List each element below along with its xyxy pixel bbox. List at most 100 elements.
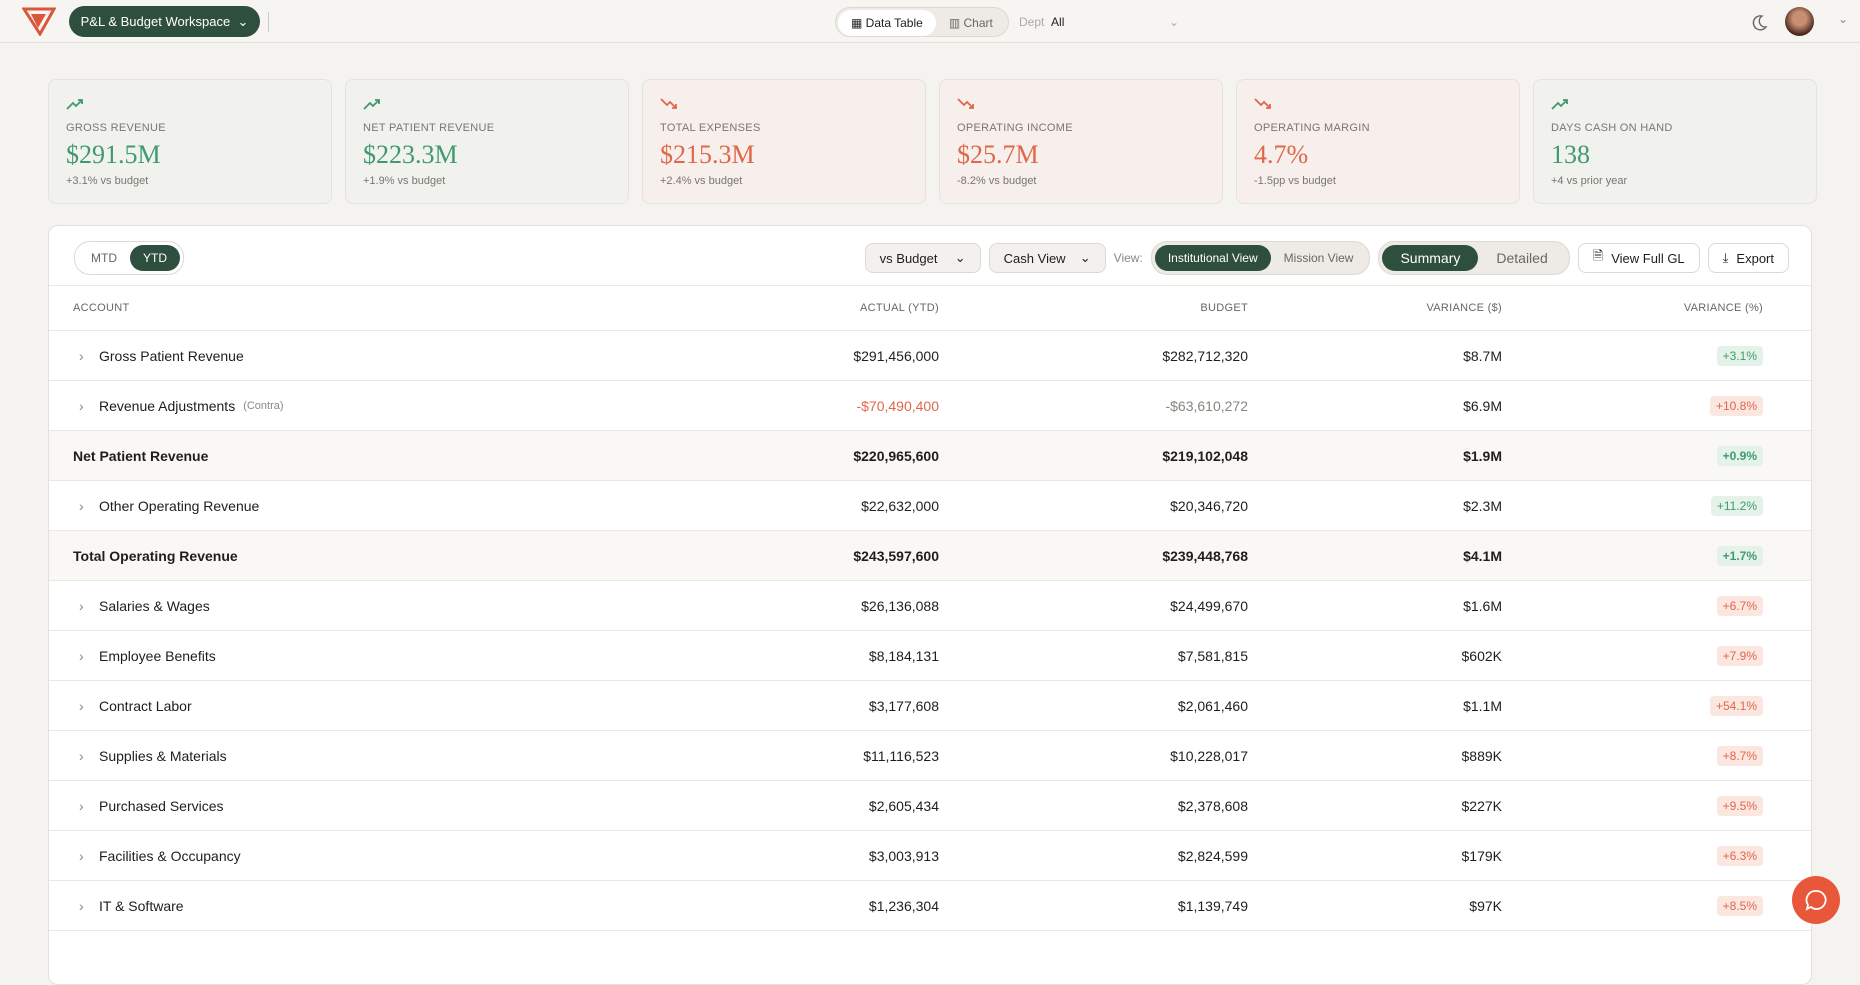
variance: $1.1M [1463, 697, 1502, 714]
variance-pct-cell: +10.8% [1709, 381, 1763, 430]
column-header: VARIANCE (%) [1683, 302, 1763, 314]
trend-icon [363, 99, 380, 110]
expand-chevron[interactable]: › [79, 597, 84, 614]
kpi-card[interactable]: OPERATING MARGIN 4.7% -1.5pp vs budget [1236, 79, 1520, 204]
variance-pct-cell: +6.7% [1716, 581, 1763, 630]
dept-value: All [1051, 15, 1065, 29]
period[interactable]: YTD [130, 245, 180, 271]
budget: $2,824,599 [1177, 847, 1248, 864]
expand-chevron[interactable]: › [79, 797, 84, 814]
button-label: Export [1736, 250, 1774, 266]
expand-chevron[interactable]: › [79, 897, 84, 914]
account-name: Total Operating Revenue [73, 547, 238, 564]
variance-pct-badge: +0.9% [1716, 445, 1763, 466]
table-row[interactable]: › Purchased Services $2,605,434 $2,378,608 $… [49, 781, 1811, 831]
expand-chevron[interactable]: › [79, 347, 84, 364]
kpi-card[interactable]: OPERATING INCOME $25.7M -8.2% vs budget [939, 79, 1223, 204]
variance: $179K [1461, 847, 1502, 864]
kpi-card[interactable]: TOTAL EXPENSES $215.3M +2.4% vs budget [642, 79, 926, 204]
comparison-select[interactable]: vs Budget ⌄ [864, 243, 981, 273]
kpi-label: OPERATING INCOME [957, 122, 1073, 134]
gl-button[interactable]: 🗎 View Full GL [1577, 243, 1700, 273]
variance: $602K [1461, 647, 1502, 664]
basis-select[interactable]: Cash View ⌄ [988, 243, 1106, 273]
budget: $20,346,720 [1170, 497, 1248, 514]
column-header: VARIANCE ($) [1426, 302, 1502, 314]
avatar[interactable] [1785, 7, 1814, 36]
variance: $6.9M [1463, 397, 1502, 414]
kpi-card[interactable]: NET PATIENT REVENUE $223.3M +1.9% vs budge… [345, 79, 629, 204]
actual: $26,136,088 [861, 597, 939, 614]
variance: $97K [1469, 897, 1502, 914]
variance: $227K [1461, 797, 1502, 814]
expand-chevron[interactable]: › [79, 647, 84, 664]
tab-label: Chart [963, 16, 993, 30]
theme-toggle[interactable] [1750, 13, 1768, 31]
expand-chevron[interactable]: › [79, 847, 84, 864]
table-row[interactable]: › Salaries & Wages $26,136,088 $24,499,670 $… [49, 581, 1811, 631]
tab[interactable]: ▦ Data Table [838, 10, 936, 36]
dept-filter[interactable]: Dept All ⌄ [1019, 15, 1179, 29]
detail-option[interactable]: Detailed [1496, 250, 1548, 266]
period-toggle: MTD YTD [74, 241, 184, 275]
actual: $243,597,600 [853, 547, 939, 564]
variance-pct-badge: +7.9% [1716, 645, 1763, 666]
trend-icon [1551, 99, 1568, 110]
account-name: Revenue Adjustments [99, 397, 236, 414]
account-name: Purchased Services [99, 797, 224, 814]
export-button[interactable]: ⤓ Export [1707, 243, 1789, 273]
table-row[interactable]: › Employee Benefits $8,184,131 $7,581,815 $6… [49, 631, 1811, 681]
account-name: Facilities & Occupancy [99, 847, 241, 864]
table-row[interactable]: › Supplies & Materials $11,116,523 $10,228,… [49, 731, 1811, 781]
expand-chevron[interactable]: › [79, 497, 84, 514]
table-row[interactable]: › Other Operating Revenue $22,632,000 $20,3… [49, 481, 1811, 531]
top-bar: P&L & Budget Workspace ⌄ ▦ Data Table ▥ … [0, 0, 1860, 43]
kpi-card[interactable]: DAYS CASH ON HAND 138 +4 vs prior year [1533, 79, 1817, 204]
tab[interactable]: ▥ Chart [948, 16, 993, 30]
workspace-name: P&L & Budget Workspace [80, 14, 231, 29]
account-name: IT & Software [99, 897, 184, 914]
account-name: Employee Benefits [99, 647, 216, 664]
table-header: ACCOUNT ACTUAL (YTD) BUDGET VARIANCE ($) VAR… [49, 286, 1811, 331]
kpi-card[interactable]: GROSS REVENUE $291.5M +3.1% vs budget [48, 79, 332, 204]
variance-pct-badge: +6.7% [1716, 595, 1763, 616]
account-cell: Purchased Services [99, 781, 224, 830]
expand-chevron[interactable]: › [79, 747, 84, 764]
actual: $2,605,434 [868, 797, 939, 814]
expand-chevron[interactable]: › [79, 397, 84, 414]
account-cell: Contract Labor [99, 681, 192, 730]
table-row[interactable]: › Contract Labor $3,177,608 $2,061,460 $1.1M… [49, 681, 1811, 731]
account-name: Supplies & Materials [99, 747, 227, 764]
workspace-menu[interactable]: P&L & Budget Workspace ⌄ [69, 6, 260, 37]
detail-option[interactable]: Summary [1382, 245, 1479, 271]
account-name: Salaries & Wages [99, 597, 210, 614]
account-name: Net Patient Revenue [73, 447, 209, 464]
detail-toggle: Summary Detailed [1378, 241, 1570, 275]
account-name: Other Operating Revenue [99, 497, 260, 514]
button-label: View Full GL [1611, 250, 1685, 266]
table-row[interactable]: › Facilities & Occupancy $3,003,913 $2,824,… [49, 831, 1811, 881]
account-cell: Gross Patient Revenue [99, 331, 244, 380]
account-name: Contract Labor [99, 697, 192, 714]
table-row[interactable]: › Revenue Adjustments (Contra) -$70,490,400… [49, 381, 1811, 431]
kpi-value: 4.7% [1254, 140, 1309, 169]
variance-pct-cell: +0.9% [1716, 431, 1763, 480]
table-row[interactable]: › Gross Patient Revenue $291,456,000 $282,7… [49, 331, 1811, 381]
kpi-value: $223.3M [363, 140, 458, 169]
trend-icon [660, 98, 677, 109]
table-row: Net Patient Revenue $220,965,600 $219,102,… [49, 431, 1811, 481]
logo[interactable] [22, 6, 56, 36]
table-row[interactable]: › IT & Software $1,236,304 $1,139,749 $97K +8… [49, 881, 1811, 931]
period[interactable]: MTD [91, 251, 117, 265]
view-option[interactable]: Institutional View [1154, 245, 1271, 271]
account-note: (Contra) [243, 399, 284, 412]
variance-pct-cell: +1.7% [1716, 531, 1763, 580]
expand-chevron[interactable]: › [79, 697, 84, 714]
kpi-delta: -8.2% vs budget [957, 175, 1037, 187]
chat-button[interactable] [1792, 876, 1840, 924]
kpi-delta: +3.1% vs budget [66, 175, 149, 187]
account-cell: Salaries & Wages [99, 581, 210, 630]
view-option[interactable]: Mission View [1283, 251, 1354, 265]
kpi-delta: +1.9% vs budget [363, 175, 446, 187]
column-header: ACCOUNT [73, 302, 130, 314]
